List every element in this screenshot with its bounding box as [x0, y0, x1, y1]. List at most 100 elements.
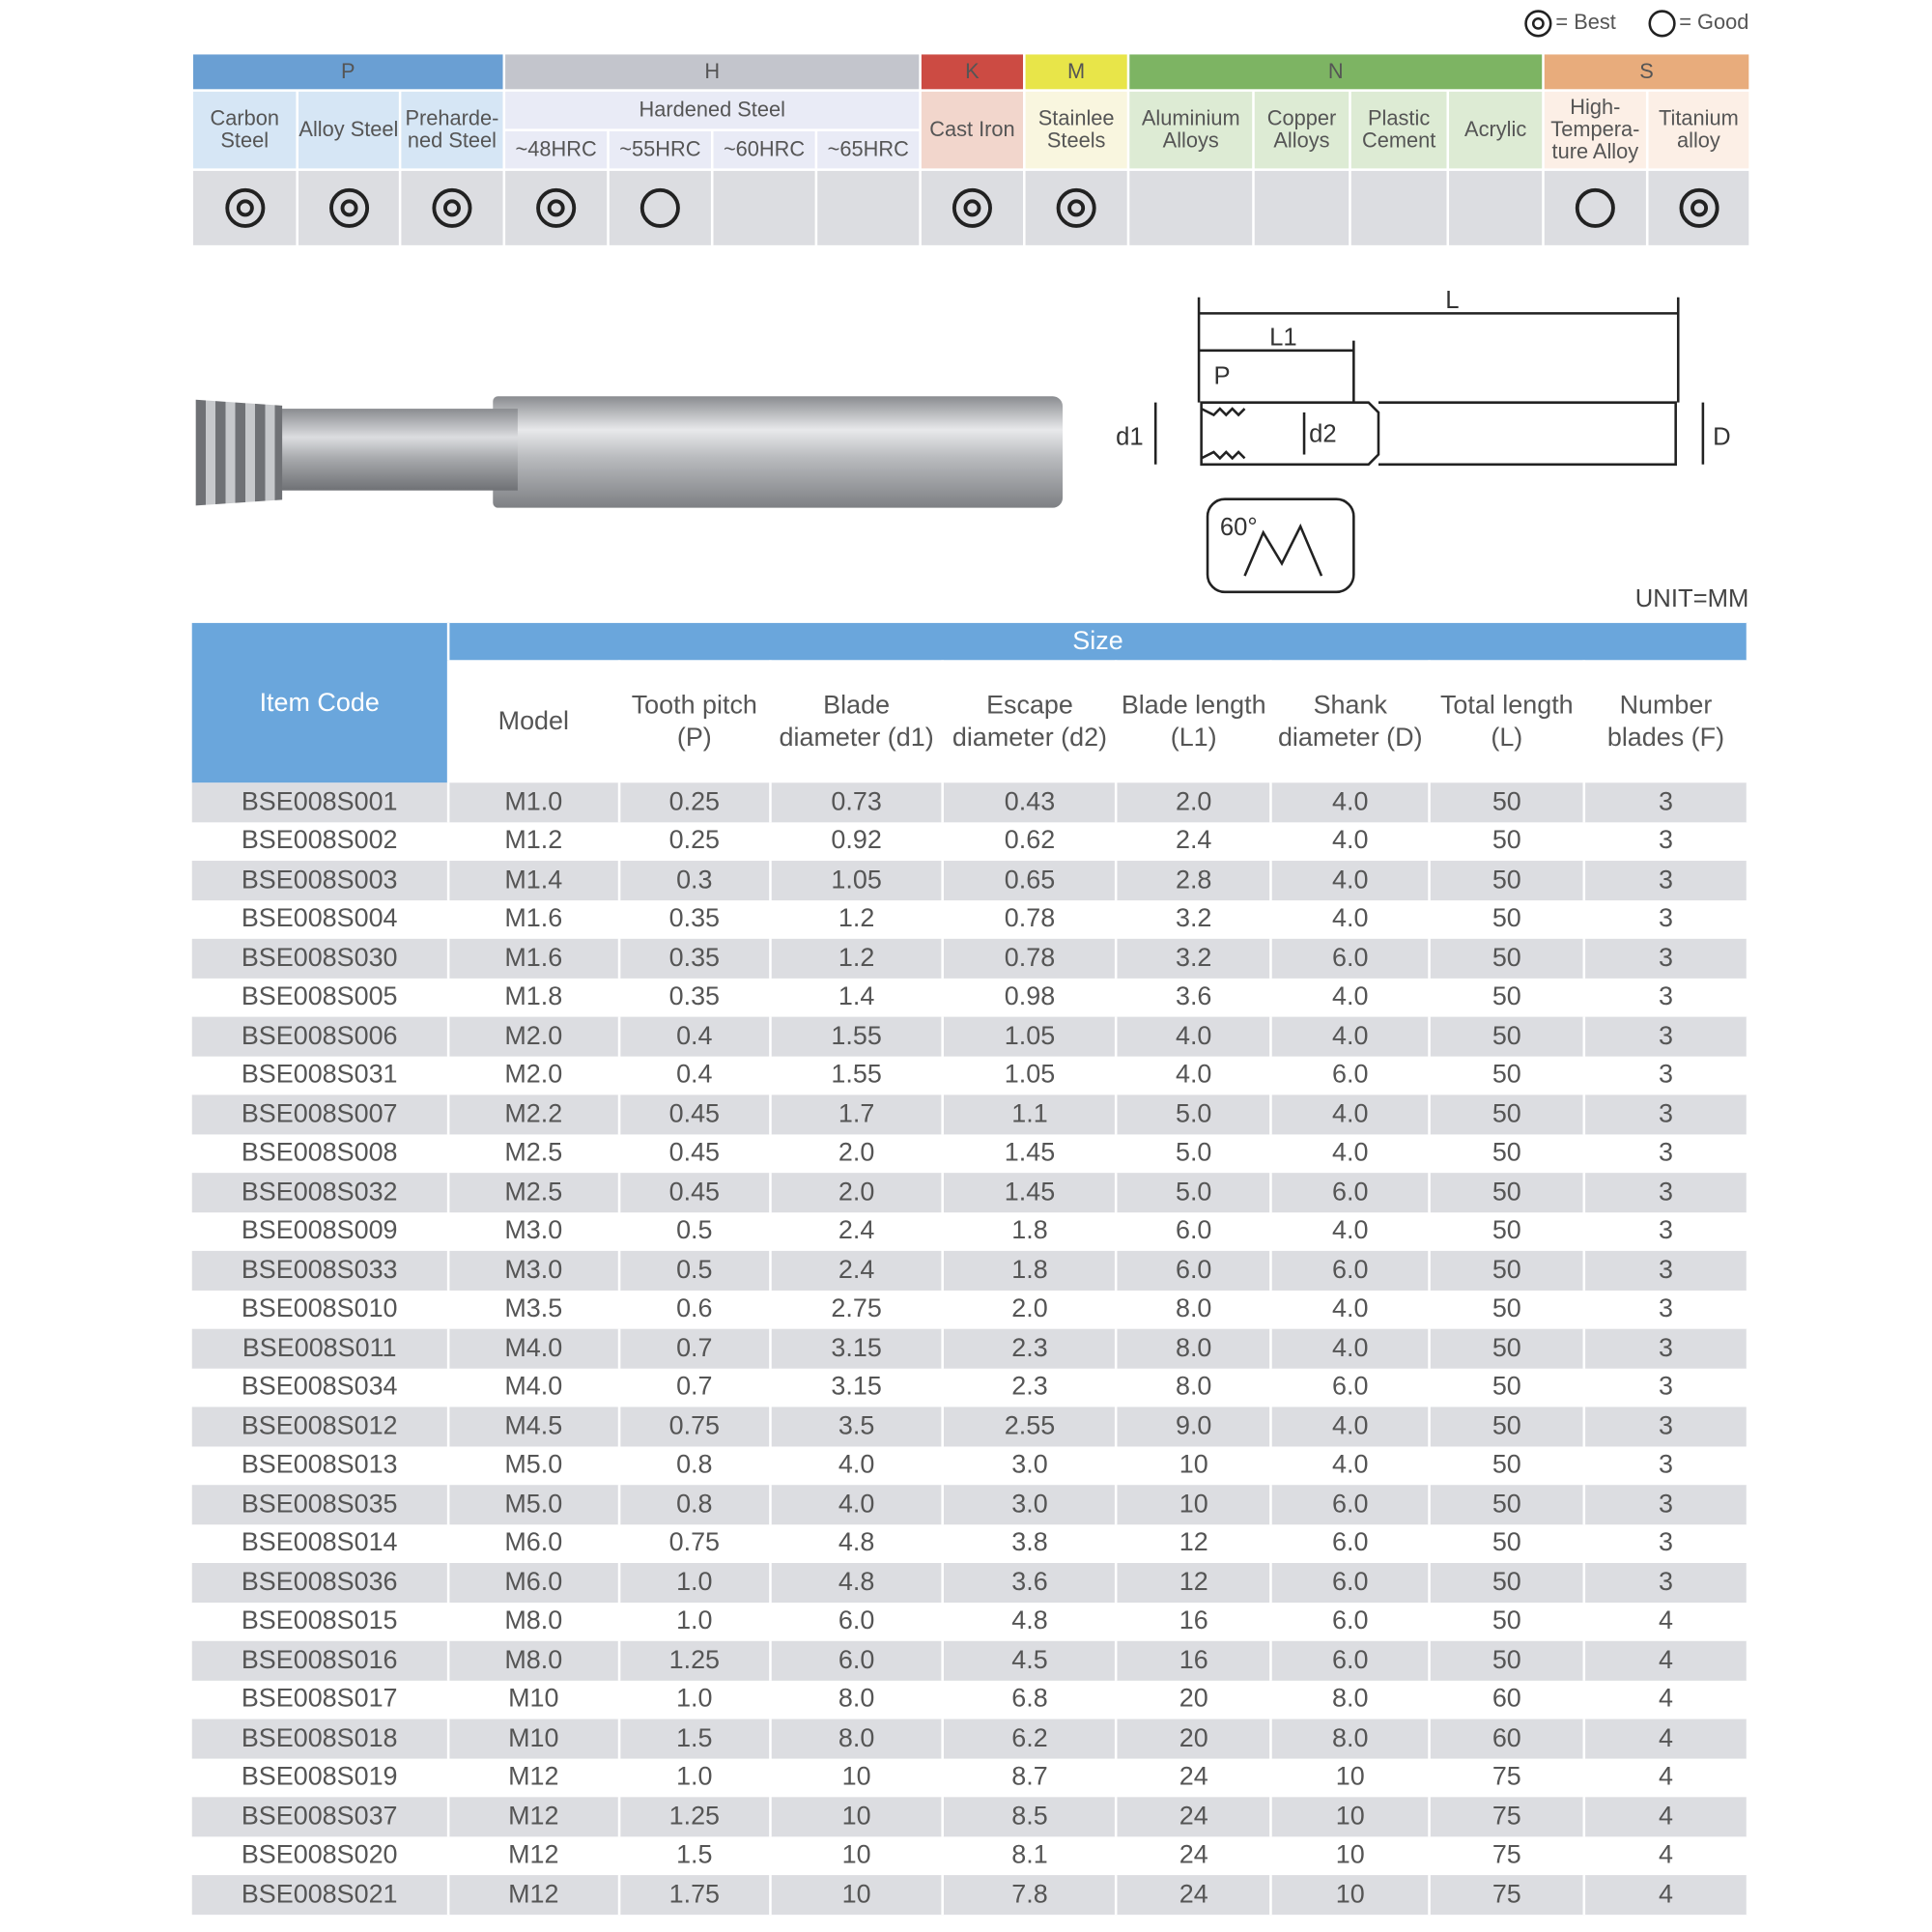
table-cell: 6.0 [1116, 1211, 1273, 1251]
table-cell: 6.2 [943, 1719, 1118, 1758]
table-cell: 1.7 [769, 1094, 945, 1134]
rating-cell [1648, 170, 1749, 245]
table-cell: 0.4 [618, 1055, 772, 1095]
good-rating-icon [639, 187, 680, 228]
table-cell: 9.0 [1116, 1406, 1273, 1446]
unit-label: UNIT=MM [1634, 585, 1749, 613]
rating-cell [1129, 170, 1253, 245]
table-row: BSE008S016 M8.0 1.25 6.0 4.5 16 6.0 50 4 [191, 1640, 1749, 1681]
table-row: BSE008S013 M5.0 0.8 4.0 3.0 10 4.0 50 3 [191, 1445, 1749, 1486]
table-cell: 10 [769, 1757, 945, 1798]
table-cell: 4.0 [769, 1485, 945, 1524]
material-label: Titanium alloy [1648, 91, 1749, 169]
label-d2: d2 [1309, 421, 1337, 448]
table-cell: 50 [1429, 899, 1586, 939]
table-cell: 75 [1429, 1757, 1586, 1798]
table-cell: 0.25 [618, 782, 772, 822]
table-cell: 50 [1429, 1368, 1586, 1407]
table-cell: 1.1 [943, 1094, 1118, 1134]
table-cell: 10 [1270, 1875, 1432, 1915]
material-label: ~65HRC [817, 130, 920, 169]
rating-cell [1254, 170, 1350, 245]
column-header: Model [447, 660, 620, 783]
table-cell: 0.5 [618, 1211, 772, 1251]
table-row: BSE008S015 M8.0 1.0 6.0 4.8 16 6.0 50 4 [191, 1602, 1749, 1641]
table-cell: M10 [447, 1719, 620, 1758]
table-cell: 8.5 [943, 1797, 1118, 1836]
table-cell: BSE008S021 [191, 1875, 450, 1915]
table-cell: 50 [1429, 821, 1586, 862]
table-cell: 3 [1583, 1094, 1749, 1134]
label-P: P [1213, 362, 1230, 389]
table-cell: 6.0 [1270, 1485, 1432, 1524]
table-cell: BSE008S034 [191, 1368, 450, 1407]
material-group-n: N [1129, 54, 1543, 90]
table-cell: 50 [1429, 1094, 1586, 1134]
material-label: ~48HRC [505, 130, 608, 169]
table-cell: 3 [1583, 1328, 1749, 1369]
table-cell: 0.73 [769, 782, 945, 822]
table-cell: 3 [1583, 1445, 1749, 1486]
table-cell: 0.35 [618, 978, 772, 1017]
table-cell: 50 [1429, 1290, 1586, 1329]
table-cell: 3 [1583, 1055, 1749, 1095]
table-cell: 4.0 [769, 1445, 945, 1486]
table-row: BSE008S011 M4.0 0.7 3.15 2.3 8.0 4.0 50 3 [191, 1328, 1749, 1369]
table-cell: 4 [1583, 1680, 1749, 1719]
table-cell: 3 [1583, 1523, 1749, 1564]
table-cell: 6.0 [1116, 1250, 1273, 1291]
table-cell: BSE008S019 [191, 1757, 450, 1798]
table-cell: 2.0 [943, 1290, 1118, 1329]
table-cell: 50 [1429, 1523, 1586, 1564]
table-cell: M6.0 [447, 1523, 620, 1564]
table-cell: 8.0 [769, 1719, 945, 1758]
best-rating-icon [952, 187, 992, 228]
table-cell: 1.2 [769, 899, 945, 939]
table-cell: BSE008S036 [191, 1563, 450, 1603]
table-cell: BSE008S010 [191, 1290, 450, 1329]
table-cell: BSE008S005 [191, 978, 450, 1017]
table-cell: 2.0 [1116, 782, 1273, 822]
table-cell: 3 [1583, 1485, 1749, 1524]
table-cell: 0.35 [618, 938, 772, 979]
table-row: BSE008S032 M2.5 0.45 2.0 1.45 5.0 6.0 50 3 [191, 1173, 1749, 1212]
table-cell: 6.0 [1270, 938, 1432, 979]
table-cell: 50 [1429, 782, 1586, 822]
table-cell: 4.0 [1270, 1016, 1432, 1056]
best-rating-icon [1524, 10, 1552, 38]
material-group-m: M [1025, 54, 1127, 90]
table-cell: 3 [1583, 899, 1749, 939]
table-cell: BSE008S011 [191, 1328, 450, 1369]
table-cell: BSE008S008 [191, 1133, 450, 1174]
table-cell: 3 [1583, 821, 1749, 862]
table-cell: BSE008S014 [191, 1523, 450, 1564]
size-table: Item Code Size Model Tooth pitch (P) Blade… [191, 622, 1749, 1915]
rating-cell [713, 170, 815, 245]
table-cell: 0.4 [618, 1016, 772, 1056]
table-cell: 0.8 [618, 1485, 772, 1524]
table-cell: 8.0 [1270, 1719, 1432, 1758]
table-cell: 3 [1583, 1290, 1749, 1329]
table-row: BSE008S018 M10 1.5 8.0 6.2 20 8.0 60 4 [191, 1719, 1749, 1758]
table-row: BSE008S008 M2.5 0.45 2.0 1.45 5.0 4.0 50 3 [191, 1133, 1749, 1174]
table-row: BSE008S037 M12 1.25 10 8.5 24 10 75 4 [191, 1797, 1749, 1836]
table-cell: M5.0 [447, 1485, 620, 1524]
column-header: Escape diameter (d2) [943, 660, 1118, 783]
material-group-h: H [505, 54, 920, 90]
table-cell: 3 [1583, 1368, 1749, 1407]
table-cell: M2.2 [447, 1094, 620, 1134]
hardened-steel-label: Hardened Steel [505, 91, 920, 129]
table-cell: 1.05 [943, 1016, 1118, 1056]
table-cell: 10 [1270, 1757, 1432, 1798]
table-cell: 1.75 [618, 1875, 772, 1915]
table-cell: M1.2 [447, 821, 620, 862]
table-cell: 4.0 [1270, 861, 1432, 900]
table-cell: M2.0 [447, 1016, 620, 1056]
table-cell: 2.4 [1116, 821, 1273, 862]
material-label: Alloy Steel [298, 91, 399, 169]
table-cell: 2.0 [769, 1133, 945, 1174]
rating-cell [1350, 170, 1447, 245]
table-cell: BSE008S006 [191, 1016, 450, 1056]
table-row: BSE008S010 M3.5 0.6 2.75 2.0 8.0 4.0 50 3 [191, 1290, 1749, 1329]
table-cell: M12 [447, 1875, 620, 1915]
